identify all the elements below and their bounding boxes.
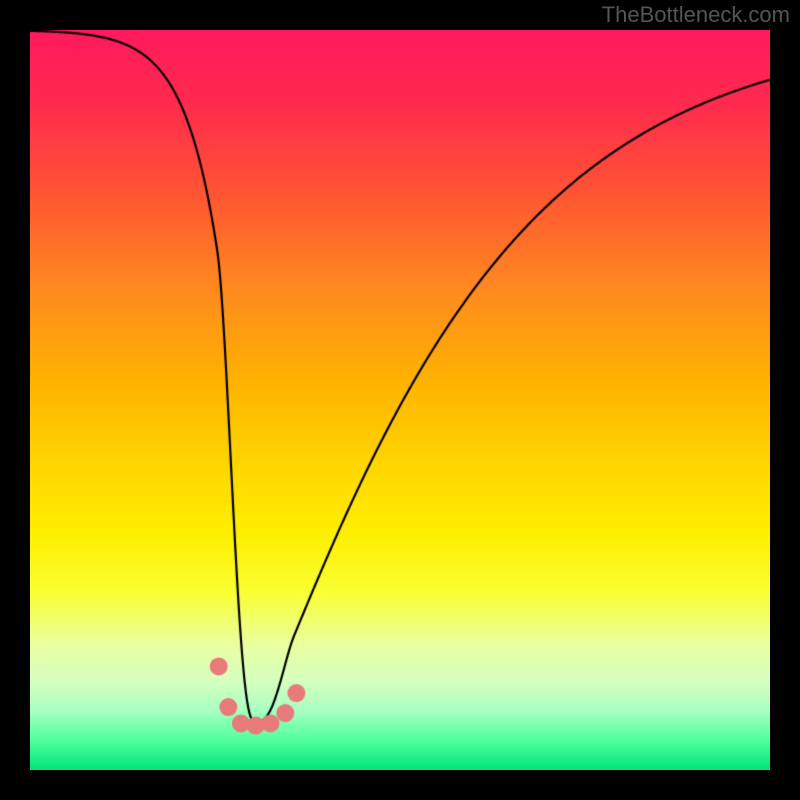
watermark-text: TheBottleneck.com [602, 2, 790, 28]
chart-root: TheBottleneck.com [0, 0, 800, 800]
plot-area [30, 30, 770, 770]
bottleneck-curve [30, 30, 770, 770]
